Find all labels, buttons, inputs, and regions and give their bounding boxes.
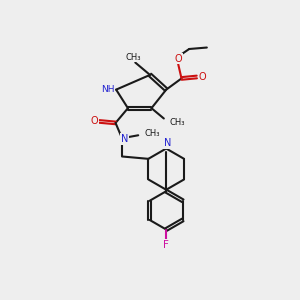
Text: CH₃: CH₃ <box>145 129 160 138</box>
Text: O: O <box>175 54 182 64</box>
Text: CH₃: CH₃ <box>125 53 141 62</box>
Text: CH₃: CH₃ <box>169 118 184 127</box>
Text: O: O <box>90 116 98 126</box>
Text: NH: NH <box>101 85 115 94</box>
Text: F: F <box>163 240 169 250</box>
Text: N: N <box>121 134 128 144</box>
Text: O: O <box>198 72 206 82</box>
Text: N: N <box>164 138 171 148</box>
